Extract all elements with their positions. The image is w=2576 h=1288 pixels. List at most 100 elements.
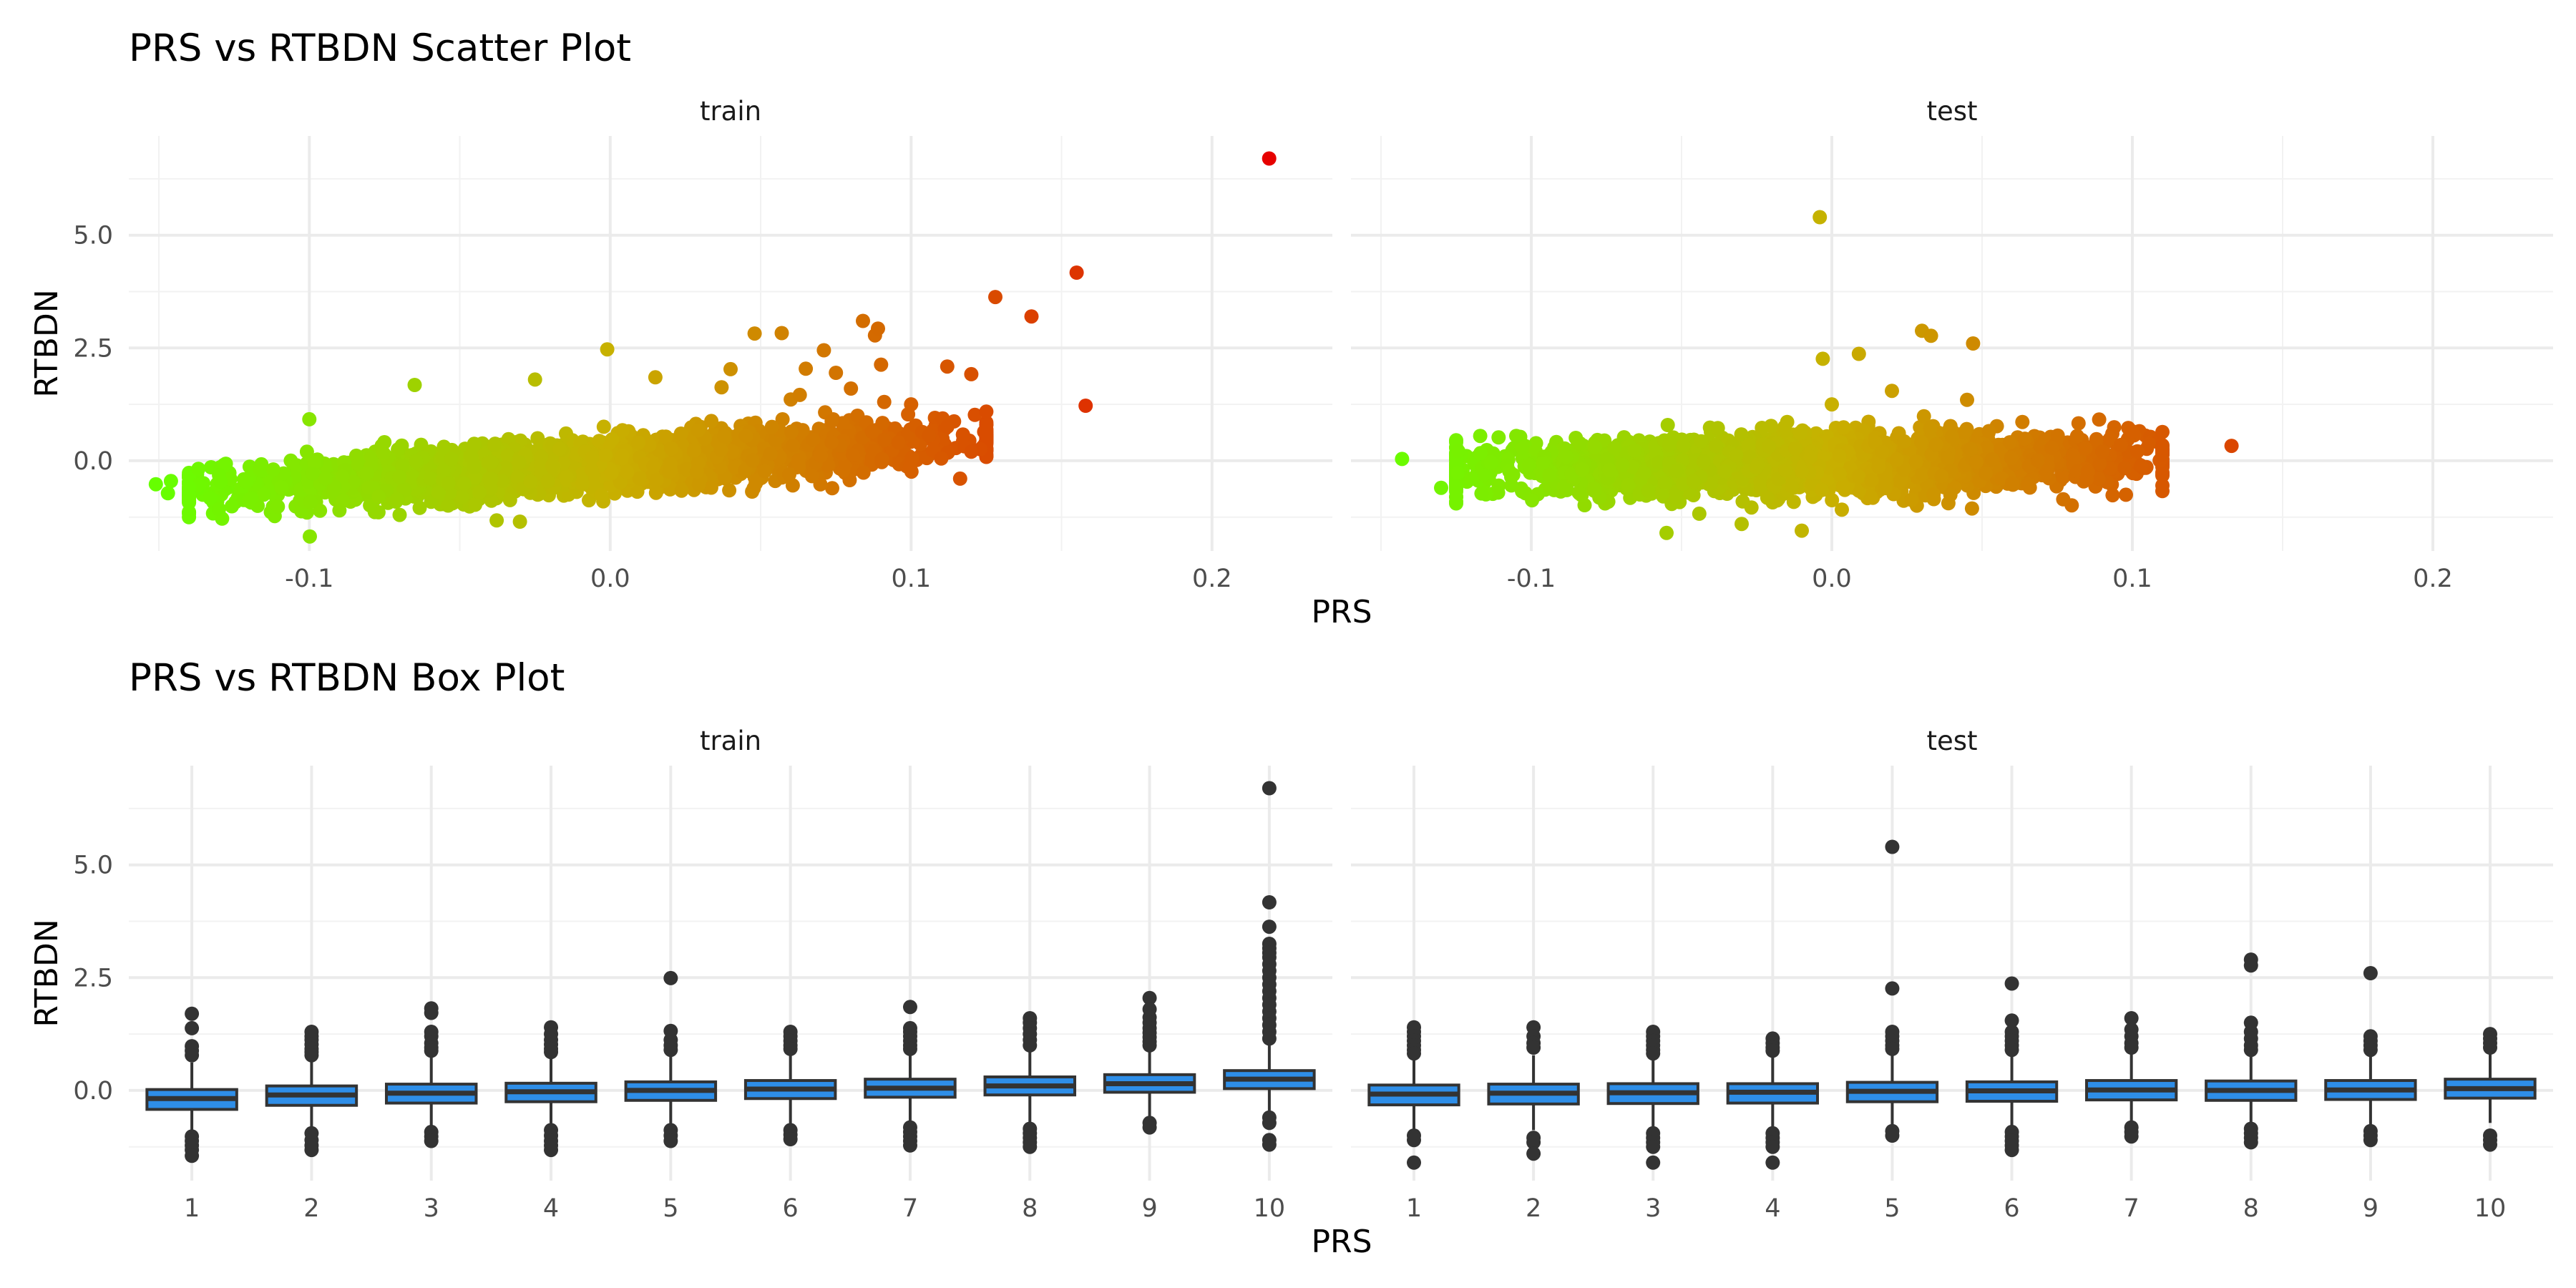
- scatter-train-point: [454, 489, 469, 504]
- scatter-test-point: [1835, 502, 1849, 517]
- scatter-train-point: [940, 419, 955, 434]
- scatter-train-point: [648, 485, 663, 500]
- scatter-train-point-35: [934, 451, 949, 466]
- scatter-train-point: [371, 489, 386, 504]
- scatter-strip-test: test: [1926, 96, 1977, 127]
- scatter-test-point: [1710, 421, 1725, 436]
- scatter-train-point: [674, 483, 689, 498]
- scatter-train-point: [500, 448, 515, 463]
- scatter-train-point: [598, 448, 613, 463]
- scatter-train-point: [615, 423, 630, 438]
- scatter-train-point: [649, 473, 664, 488]
- scatter-test-point: [1780, 414, 1795, 429]
- scatter-train-point: [785, 478, 800, 493]
- scatter-train-x-tick-label-2: 0.1: [891, 565, 931, 593]
- scatter-test-point: [1926, 487, 1941, 502]
- scatter-train-point: [632, 471, 647, 486]
- scatter-train-point: [559, 469, 574, 484]
- scatter-y-tick-label-0: 0.0: [73, 447, 113, 476]
- scatter-train-point: [642, 437, 657, 452]
- scatter-train-point: [265, 462, 280, 477]
- scatter-test-point: [2015, 414, 2030, 429]
- scatter-test-point: [1836, 420, 1851, 435]
- scatter-train-point: [646, 459, 661, 474]
- scatter-train-point: [738, 429, 753, 444]
- scatter-test-point: [1676, 438, 1691, 453]
- scatter-train-point: [955, 427, 970, 442]
- scatter-train-point: [575, 477, 590, 492]
- scatter-train-point-9: [714, 380, 729, 395]
- scatter-train-point: [904, 451, 919, 466]
- scatter-train-point: [713, 442, 728, 457]
- scatter-train-point: [703, 480, 718, 495]
- scatter-train-point-30: [1078, 399, 1093, 413]
- scatter-train-point: [620, 464, 635, 479]
- scatter-train-point-31: [1262, 151, 1277, 166]
- scatter-train-point: [804, 469, 819, 484]
- scatter-train-point: [786, 438, 801, 453]
- scatter-train-point: [376, 445, 391, 460]
- scatter-train-point: [467, 470, 482, 485]
- scatter-y-tick-label-2: 5.0: [73, 222, 113, 250]
- scatter-train-x-tick-label-3: 0.2: [1192, 565, 1232, 593]
- scatter-train-point: [182, 487, 197, 502]
- scatter-train-point-28: [1024, 309, 1039, 324]
- scatter-train-point-2: [163, 474, 178, 489]
- scatter-test-point: [1559, 482, 1574, 497]
- scatter-train-point: [377, 435, 392, 449]
- scatter-train-point: [824, 435, 839, 449]
- scatter-test-point: [1904, 492, 1919, 507]
- scatter-test-point: [1825, 493, 1840, 507]
- scatter-train-point: [335, 469, 350, 484]
- scatter-train-point: [467, 459, 482, 474]
- scatter-train-point: [441, 476, 456, 491]
- scatter-train-point: [704, 414, 719, 429]
- scatter-test-point: [1449, 489, 1463, 504]
- scatter-train-point: [412, 500, 427, 515]
- scatter-train-point: [846, 447, 861, 462]
- scatter-train-point-33: [512, 514, 527, 529]
- scatter-train-point: [691, 477, 706, 492]
- scatter-test-point: [1964, 501, 1979, 516]
- scatter-train-point: [952, 471, 967, 486]
- scatter-train-point: [239, 474, 254, 489]
- scatter-train-point: [596, 419, 611, 434]
- scatter-test-point: [2071, 416, 2086, 431]
- scatter-train-point: [484, 455, 499, 469]
- scatter-train-x-tick-label-0: -0.1: [285, 565, 333, 593]
- scatter-train-point-3: [212, 468, 227, 483]
- scatter-train-point-32: [332, 503, 347, 518]
- scatter-train-point: [409, 454, 424, 469]
- scatter-train-point: [274, 480, 288, 494]
- scatter-panel-test: -0.1 0.0 0.1 0.2: [1351, 136, 2553, 593]
- scatter-train-point-17: [829, 366, 844, 380]
- scatter-train-point-4: [302, 411, 317, 426]
- scatter-train-point-19: [856, 313, 870, 328]
- scatter-train-point: [658, 429, 673, 444]
- scatter-train-point: [614, 451, 629, 466]
- scatter-train-point: [363, 498, 378, 513]
- scatter-train-point: [512, 455, 527, 470]
- scatter-train-point: [717, 429, 732, 444]
- scatter-train-point: [523, 474, 538, 489]
- scatter-train-point: [663, 456, 678, 471]
- scatter-train-point: [874, 452, 889, 467]
- scatter-train-point: [738, 462, 753, 477]
- scatter-test-point: [2155, 484, 2170, 499]
- scatter-train-point: [203, 491, 218, 506]
- scatter-test-point: [1491, 485, 1506, 500]
- scatter-test-point: [2069, 429, 2084, 444]
- scatter-train-point: [444, 452, 459, 467]
- scatter-train-point: [468, 497, 482, 512]
- scatter-train-point: [757, 464, 772, 479]
- scatter-train-point: [303, 529, 317, 544]
- scatter-train-point-12: [774, 326, 789, 341]
- scatter-train-point: [457, 477, 472, 491]
- scatter-test-point: [1835, 479, 1850, 494]
- scatter-train-point-36: [964, 444, 979, 459]
- scatter-train-point: [303, 494, 318, 509]
- scatter-train-point: [764, 419, 779, 434]
- scatter-train-point-26: [964, 366, 979, 381]
- scatter-train-point: [467, 436, 482, 452]
- scatter-train-point: [775, 412, 790, 426]
